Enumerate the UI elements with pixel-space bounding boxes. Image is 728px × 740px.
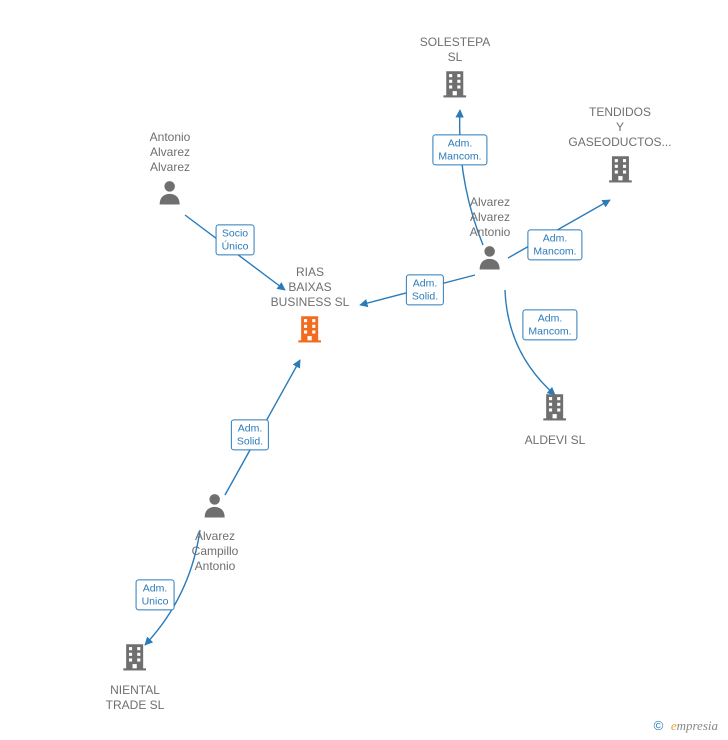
watermark: © empresia <box>654 718 718 734</box>
building-icon <box>603 152 637 191</box>
edge-label: Adm. Mancom. <box>432 134 487 165</box>
node-label: ALDEVI SL <box>525 433 586 448</box>
node-label: SOLESTEPA SL <box>420 35 490 65</box>
node-antonio1: Antonio Alvarez Alvarez <box>150 130 191 212</box>
edge-label: Adm. Unico <box>136 579 175 610</box>
edge-label: Adm. Solid. <box>231 419 269 450</box>
node-campillo: Alvarez Campillo Antonio <box>192 490 239 574</box>
node-label: Alvarez Alvarez Antonio <box>470 195 511 240</box>
node-solestepa: SOLESTEPA SL <box>420 35 490 106</box>
building-icon <box>538 390 572 429</box>
node-rias: RIAS BAIXAS BUSINESS SL <box>271 265 350 351</box>
node-alvarez2: Alvarez Alvarez Antonio <box>470 195 511 277</box>
edge-line <box>505 290 555 395</box>
edge-label: Adm. Solid. <box>406 274 444 305</box>
building-icon <box>438 67 472 106</box>
node-niental: NIENTAL TRADE SL <box>106 640 165 713</box>
edge-label: Socio Único <box>216 224 255 255</box>
edge-label: Adm. Mancom. <box>527 229 582 260</box>
node-label: Alvarez Campillo Antonio <box>192 529 239 574</box>
edge-label: Adm. Mancom. <box>522 309 577 340</box>
node-tendidos: TENDIDOS Y GASEODUCTOS... <box>568 105 671 191</box>
node-label: Antonio Alvarez Alvarez <box>150 130 191 175</box>
brand-rest: mpresia <box>677 718 718 733</box>
building-icon <box>118 640 152 679</box>
node-label: TENDIDOS Y GASEODUCTOS... <box>568 105 671 150</box>
node-label: NIENTAL TRADE SL <box>106 683 165 713</box>
node-aldevi: ALDEVI SL <box>525 390 586 448</box>
person-icon <box>475 242 505 277</box>
person-icon <box>200 490 230 525</box>
building-icon <box>293 312 327 351</box>
node-label: RIAS BAIXAS BUSINESS SL <box>271 265 350 310</box>
person-icon <box>155 177 185 212</box>
copyright-symbol: © <box>654 718 664 733</box>
